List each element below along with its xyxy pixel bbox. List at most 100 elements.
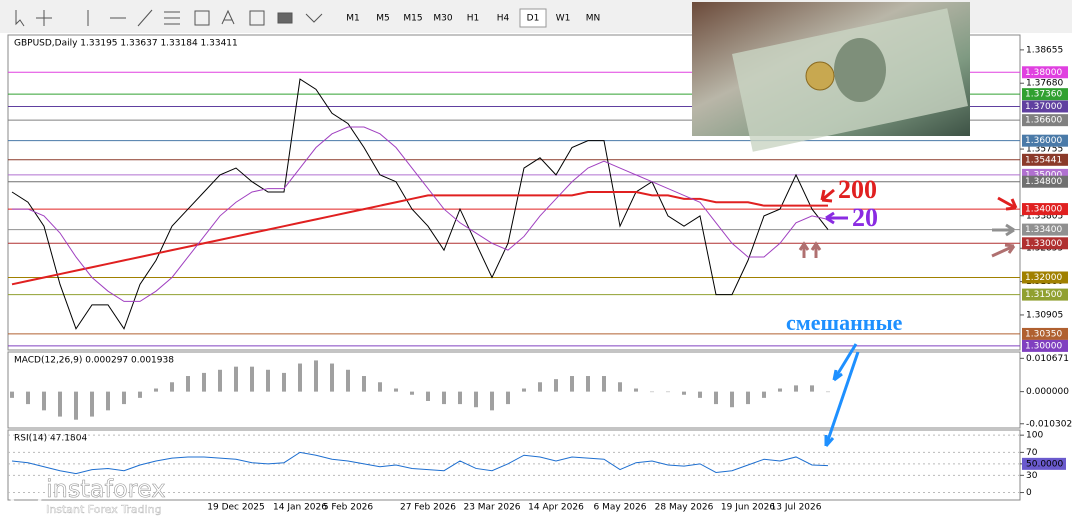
x-tick-label: 13 Jul 2026 [771, 503, 822, 513]
y-tick-label: 1.38655 [1026, 45, 1063, 55]
histogram-bar [778, 388, 782, 392]
series-line [11, 78, 829, 330]
histogram-bar [730, 391, 734, 408]
histogram-bar [74, 391, 78, 420]
level-label-bg [1022, 134, 1068, 147]
trendline-icon[interactable] [137, 9, 153, 27]
level-label: 1.32000 [1025, 273, 1062, 283]
histogram-bar [474, 391, 478, 408]
tick-label-bg [1022, 457, 1066, 470]
label-icon[interactable] [249, 10, 265, 26]
histogram-bar [810, 385, 814, 392]
annotation: смешанные [786, 310, 903, 335]
level-label-bg [1022, 66, 1068, 79]
level-label-bg [1022, 175, 1068, 188]
arrow-right-gray [992, 223, 1015, 237]
timeframe-label[interactable]: M5 [376, 14, 390, 24]
histogram-bar [762, 391, 766, 398]
histogram-bar [250, 366, 254, 392]
histogram-bar [42, 391, 46, 411]
histogram-bar [330, 363, 334, 392]
arrow-200 [820, 188, 835, 203]
histogram-bar [346, 369, 350, 392]
timeframe-button[interactable] [519, 8, 547, 28]
series-line [12, 126, 829, 302]
y-tick-label: 50.0000 [1026, 459, 1063, 469]
y-tick-label: -0.010302 [1026, 419, 1072, 429]
tagline: Instant Forex Trading [46, 503, 162, 516]
timeframe-label[interactable]: D1 [527, 14, 540, 24]
timeframe-label[interactable]: H1 [467, 14, 480, 24]
timeframe-label[interactable]: M30 [433, 14, 452, 24]
histogram-bar [586, 376, 590, 392]
histogram-bar [442, 391, 446, 405]
timeframe-label[interactable]: H4 [497, 14, 510, 24]
y-tick-label: 100 [1026, 431, 1043, 441]
histogram-bar [266, 369, 270, 392]
histogram-bar [490, 391, 494, 411]
histogram-bar [314, 360, 318, 392]
y-tick-label: 30 [1026, 471, 1038, 481]
panel-title: GBPUSD,Daily 1.33195 1.33637 1.33184 1.3… [14, 39, 238, 49]
level-label-bg [1022, 88, 1068, 101]
histogram-bar [186, 376, 190, 392]
x-tick-label: 23 Mar 2026 [463, 503, 520, 513]
level-label-bg [1022, 288, 1068, 301]
cursor-icon[interactable] [15, 10, 25, 27]
shape-icon[interactable] [277, 12, 293, 24]
level-label-bg [1022, 203, 1068, 216]
x-tick-label: 27 Feb 2026 [400, 503, 456, 513]
histogram-bar [202, 372, 206, 392]
rsi-panel [7, 429, 1021, 501]
timeframe-label[interactable]: M1 [346, 14, 360, 24]
arrow-20 [825, 211, 848, 225]
level-label: 1.38000 [1025, 68, 1062, 78]
histogram-bar [26, 391, 30, 405]
timeframe-label[interactable]: M15 [403, 14, 422, 24]
histogram-bar [698, 391, 702, 398]
level-label: 1.34000 [1025, 205, 1062, 215]
x-tick-label: 28 May 2026 [655, 503, 714, 513]
annotation: 200 [838, 175, 877, 204]
histogram-bar [394, 388, 398, 392]
arrow-icon[interactable] [305, 13, 323, 23]
x-tick-label: 19 Dec 2025 [207, 503, 265, 513]
histogram-bar [378, 382, 382, 392]
fibo-icon[interactable] [164, 11, 180, 25]
level-label-bg [1022, 100, 1068, 113]
level-label: 1.36000 [1025, 136, 1062, 146]
timeframe-bar: M1 M5 M15 M30 H1 H4 D1 W1 MN [346, 8, 601, 28]
histogram-bar [58, 391, 62, 417]
arrow-blue-1 [832, 343, 858, 382]
timeframe-label[interactable]: W1 [556, 14, 571, 24]
y-tick-label: 0.010671 [1026, 354, 1069, 364]
histogram-bar [682, 391, 686, 395]
text-icon[interactable] [221, 9, 235, 25]
level-label: 1.33400 [1025, 225, 1062, 235]
level-label-bg [1022, 153, 1068, 166]
histogram-bar [122, 391, 126, 405]
histogram-bar [714, 391, 718, 405]
histogram-bar [90, 391, 94, 417]
histogram-bar [602, 376, 606, 392]
histogram-bar [538, 382, 542, 392]
histogram-bar [570, 376, 574, 392]
timeframe-label[interactable]: MN [586, 14, 601, 24]
panel-title: RSI(14) 47.1804 [14, 434, 87, 444]
histogram-bar [650, 391, 654, 393]
channel-icon[interactable] [194, 10, 210, 26]
portrait [834, 38, 886, 102]
macd-panel [7, 351, 1021, 429]
histogram-bar [282, 372, 286, 392]
histogram-bar [234, 366, 238, 392]
crosshair-icon[interactable] [36, 10, 52, 26]
toolbar-icons [15, 9, 323, 27]
main-panel [7, 34, 1021, 351]
x-tick-label: 14 Apr 2026 [528, 503, 584, 513]
level-label: 1.37000 [1025, 102, 1062, 112]
histogram-bar [618, 382, 622, 392]
histogram-bar [106, 391, 110, 411]
histogram-bar [218, 369, 222, 392]
level-label: 1.36600 [1025, 116, 1062, 126]
